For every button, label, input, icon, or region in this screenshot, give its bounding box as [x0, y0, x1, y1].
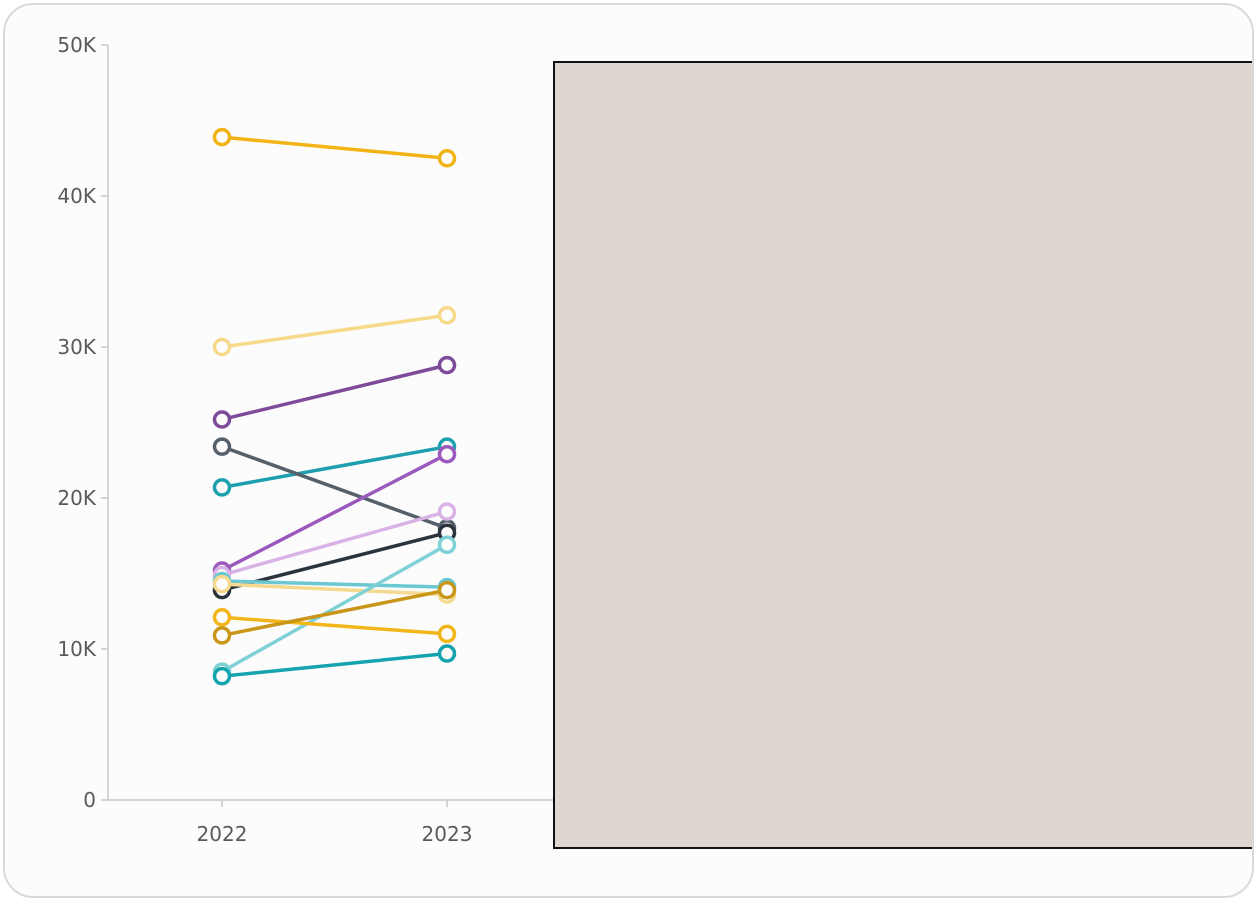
- data-point[interactable]: [437, 535, 457, 555]
- series-7: [212, 502, 457, 585]
- series-line: [221, 543, 448, 674]
- redaction-overlay: [553, 61, 1252, 849]
- series-3: [212, 355, 457, 429]
- series-line: [221, 313, 448, 349]
- series-1: [212, 127, 457, 168]
- y-tick-label: 10K: [57, 637, 96, 661]
- series-line: [221, 363, 448, 422]
- data-point[interactable]: [212, 608, 232, 627]
- x-tick-label: 2022: [197, 822, 248, 846]
- data-point[interactable]: [212, 437, 232, 456]
- y-tick-label: 0: [83, 788, 96, 812]
- data-point[interactable]: [212, 478, 232, 497]
- series-line: [221, 445, 448, 530]
- chart-card: 0 10K 20K 30K 40K 50K 2022 2023: [3, 3, 1254, 898]
- series-line: [221, 615, 448, 636]
- data-point[interactable]: [437, 306, 457, 325]
- data-point[interactable]: [437, 644, 457, 663]
- series-line: [221, 579, 448, 589]
- data-point[interactable]: [437, 149, 457, 168]
- series-layer: [212, 127, 457, 686]
- y-tick-label: 40K: [57, 184, 96, 208]
- data-point[interactable]: [212, 666, 232, 686]
- data-point[interactable]: [437, 444, 457, 464]
- series-12: [212, 608, 457, 644]
- series-line: [221, 452, 448, 573]
- data-point[interactable]: [437, 580, 457, 600]
- y-tick-label: 20K: [57, 486, 96, 510]
- series-line: [221, 651, 448, 678]
- y-tick-label: 30K: [57, 335, 96, 359]
- data-point[interactable]: [437, 355, 457, 375]
- series-line: [221, 444, 448, 490]
- series-line: [221, 509, 448, 577]
- data-point[interactable]: [212, 127, 232, 147]
- data-point[interactable]: [437, 624, 457, 644]
- data-point[interactable]: [212, 337, 232, 357]
- x-tick-label: 2023: [422, 822, 473, 846]
- axes: 0 10K 20K 30K 40K 50K 2022 2023: [57, 33, 565, 846]
- slope-chart: 0 10K 20K 30K 40K 50K 2022 2023: [57, 33, 565, 846]
- series-line: [221, 135, 448, 160]
- series-2: [212, 306, 457, 357]
- data-point[interactable]: [212, 574, 232, 594]
- data-point[interactable]: [212, 626, 232, 645]
- series-line: [221, 588, 448, 638]
- series-line: [221, 582, 448, 597]
- series-14: [212, 644, 457, 686]
- y-tick-label: 50K: [57, 33, 96, 57]
- data-point[interactable]: [437, 502, 457, 521]
- data-point[interactable]: [212, 410, 232, 429]
- series-13: [212, 580, 457, 645]
